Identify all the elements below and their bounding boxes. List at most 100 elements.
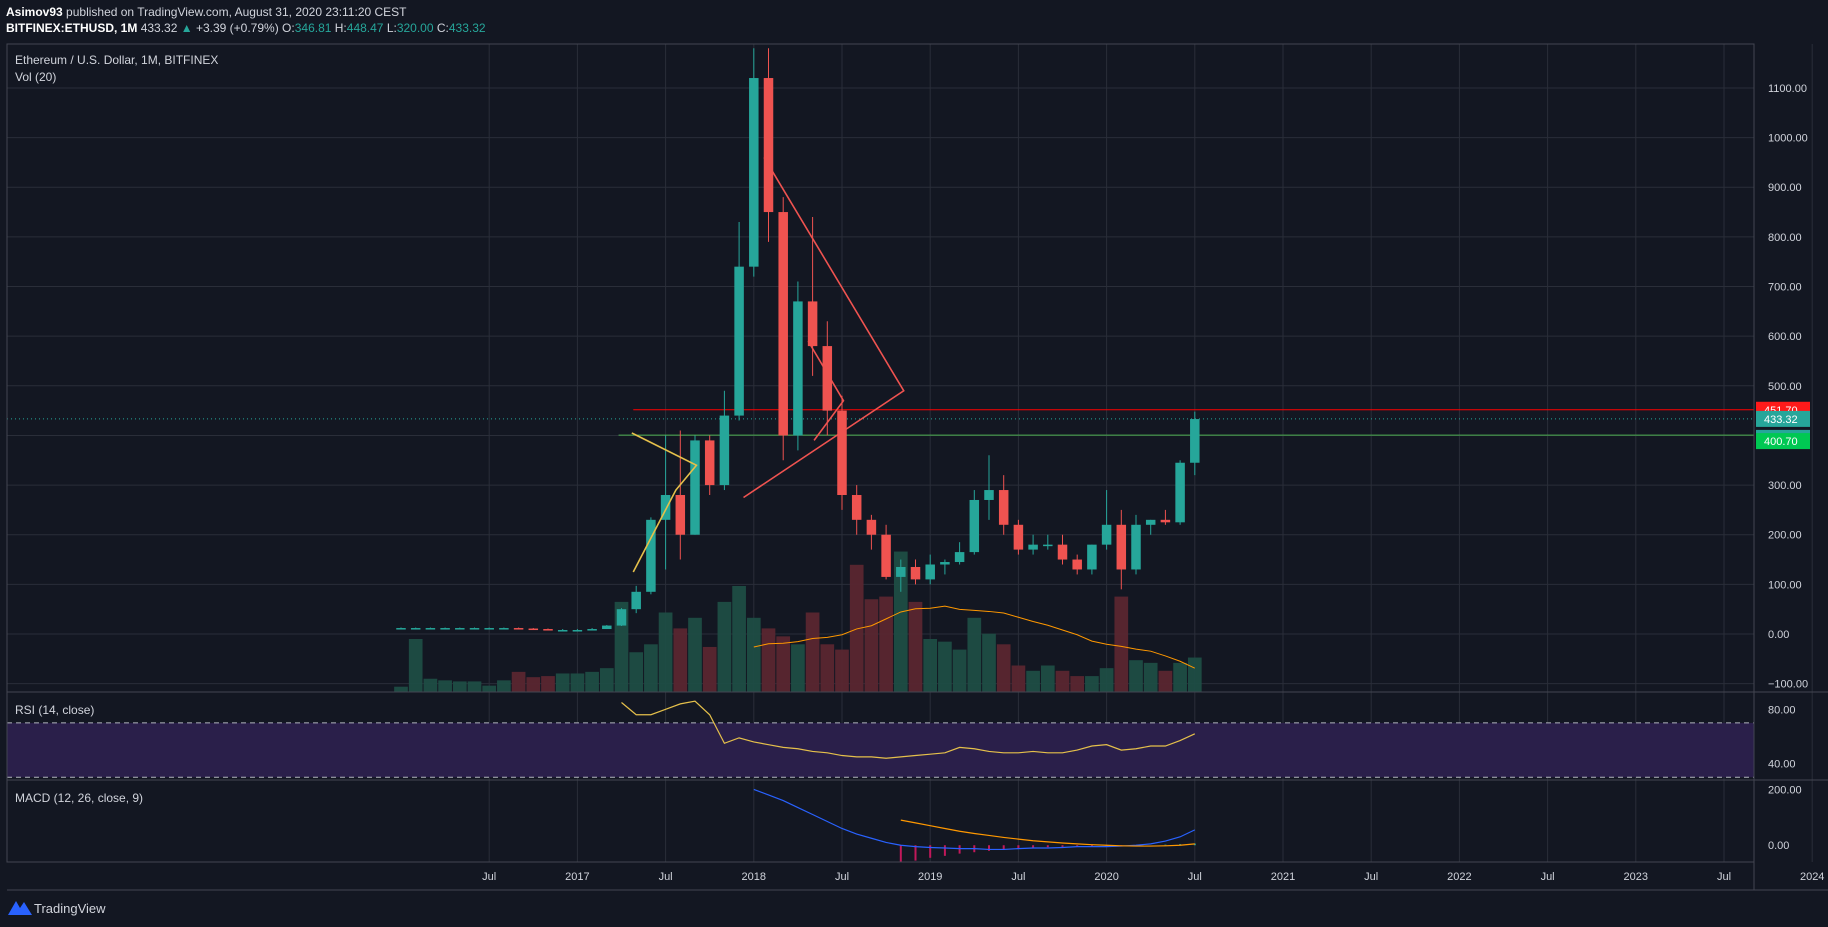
trendline	[631, 432, 698, 573]
time-tick-label: Jul	[1364, 871, 1378, 883]
candle-body	[469, 628, 480, 630]
price-axis[interactable]: 1100.00 1000.00 900.00 800.00 700.00 600.00 50…	[1756, 83, 1810, 852]
candle-body	[925, 564, 935, 580]
time-tick-label: 2024	[1800, 871, 1824, 883]
volume-bar	[893, 551, 908, 692]
volume-bar	[908, 601, 923, 692]
candle-body	[778, 212, 788, 436]
time-tick-label: 2021	[1271, 871, 1295, 883]
high-label: H:	[334, 21, 347, 35]
main-chart-title: Ethereum / U.S. Dollar, 1M, BITFINEX	[15, 53, 218, 67]
candle-body	[954, 552, 965, 563]
candle-body	[1087, 544, 1097, 570]
candle-body	[602, 625, 612, 630]
publish-info: Asimov93 published on TradingView.com, A…	[6, 5, 407, 19]
candle-body	[513, 628, 524, 630]
volume-bar	[526, 677, 541, 692]
candle-body	[572, 630, 583, 632]
volume-bar	[923, 639, 938, 692]
candle-body	[763, 78, 774, 213]
macd-tick-label: 0.00	[1768, 840, 1789, 852]
candle-body	[998, 490, 1009, 525]
open-label: O:	[282, 21, 295, 35]
trendline	[807, 340, 845, 441]
last-price: 433.32	[140, 21, 178, 35]
volume-bar	[1114, 596, 1129, 692]
candle-body	[896, 566, 906, 577]
price-tick-label: 100.00	[1768, 579, 1802, 591]
volume-bar	[1173, 662, 1187, 692]
candle-body	[749, 78, 759, 267]
volume-bar	[982, 633, 996, 692]
volume-bars	[394, 551, 1202, 692]
volume-bar	[1129, 660, 1143, 692]
volume-bar	[452, 681, 467, 692]
volume-bar	[688, 617, 702, 692]
volume-bar	[1143, 662, 1158, 692]
volume-bar	[1055, 670, 1070, 692]
candle-body	[557, 630, 568, 632]
tradingview-brand: TradingView	[34, 901, 106, 916]
author-name[interactable]: Asimov93	[6, 5, 63, 19]
pane-frames	[6, 43, 1828, 891]
volume-bar	[644, 644, 658, 692]
volume-bar	[408, 639, 423, 692]
volume-bar	[1187, 657, 1202, 692]
candle-body	[984, 490, 994, 500]
volume-bar	[717, 601, 732, 692]
time-tick-label: Jul	[1717, 871, 1731, 883]
candle-body	[484, 628, 494, 630]
volume-bar	[820, 644, 835, 692]
candle-body	[1160, 519, 1171, 523]
candle-body	[631, 591, 641, 610]
time-tick-label: Jul	[1011, 871, 1025, 883]
time-tick-label: Jul	[482, 871, 496, 883]
candle-body	[1145, 519, 1156, 525]
volume-bar	[673, 628, 688, 692]
publish-text: published on TradingView.com, August 31,…	[66, 5, 407, 19]
price-tick-label: 600.00	[1768, 331, 1802, 343]
candle-body	[616, 609, 627, 626]
volume-bar	[864, 599, 879, 692]
price-tick-label: −100.00	[1768, 679, 1808, 691]
volume-bar	[805, 612, 820, 692]
support-price-tag-bg	[1756, 433, 1810, 450]
macd-title: MACD (12, 26, close, 9)	[15, 791, 143, 805]
volume-bar	[1070, 676, 1085, 692]
candle-body	[837, 410, 847, 496]
macd-pane	[753, 788, 1196, 862]
time-tick-label: 2022	[1447, 871, 1471, 883]
candle-body	[440, 628, 450, 630]
time-tick-label: 2019	[918, 871, 942, 883]
candle-body	[587, 629, 597, 631]
rsi-tick-label: 80.00	[1768, 704, 1796, 716]
rsi-pane	[7, 700, 1754, 778]
vol-title: Vol (20)	[15, 70, 56, 84]
volume-bar	[791, 644, 805, 692]
candle-body	[969, 499, 980, 553]
candle-body	[528, 628, 539, 631]
candle-body	[866, 519, 877, 535]
volume-bar	[629, 652, 644, 692]
candle-body	[793, 301, 803, 436]
time-tick-label: 2020	[1094, 871, 1118, 883]
tradingview-logo[interactable]: TradingView	[8, 901, 106, 916]
trendline	[743, 157, 905, 499]
candle-body	[675, 495, 686, 535]
candle-body	[1116, 524, 1127, 570]
volume-bar	[658, 612, 673, 692]
candle-body	[425, 628, 436, 630]
last-price-tag: 433.32	[1764, 414, 1798, 426]
price-tick-label: 200.00	[1768, 530, 1802, 542]
volume-bar	[511, 671, 526, 692]
volume-bar	[570, 673, 585, 692]
candle-body	[1028, 544, 1038, 550]
rsi-line	[621, 700, 1196, 759]
volume-bar	[541, 676, 555, 692]
candle-body	[455, 628, 465, 630]
time-tick-label: 2023	[1624, 871, 1648, 883]
time-axis[interactable]: Jul 2017 Jul 2018 Jul 2019 Jul 2020 Jul 2021 Jul 20…	[482, 871, 1824, 883]
rsi-band	[7, 722, 1754, 778]
candle-body	[1101, 524, 1112, 545]
